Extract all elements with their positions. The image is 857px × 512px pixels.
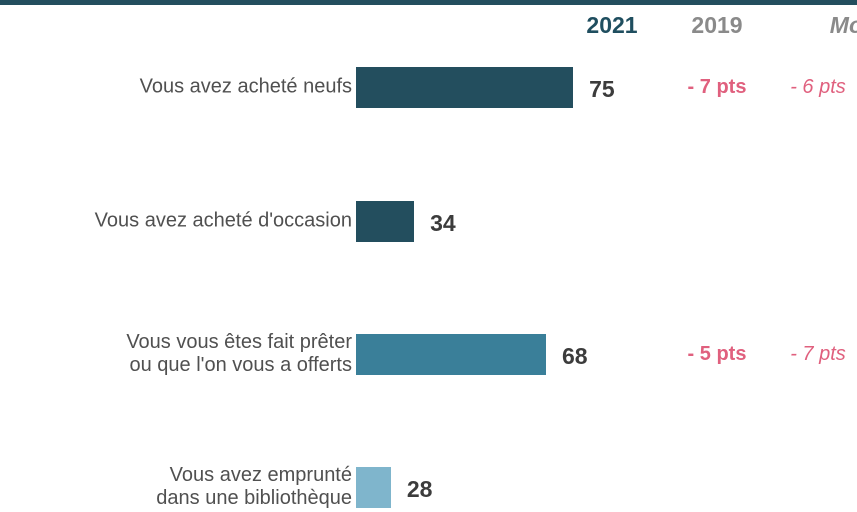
category-label: Vous avez acheté d'occasion bbox=[94, 209, 352, 232]
value-label: 68 bbox=[561, 343, 588, 369]
delta-label: - 7 pts bbox=[687, 76, 747, 98]
bar bbox=[356, 334, 546, 375]
category-label: Vous avez emprunté dans une bibliothèque bbox=[156, 464, 352, 509]
top-band bbox=[0, 0, 857, 5]
value-label: 75 bbox=[589, 76, 615, 102]
delta-label: - 7 pts bbox=[790, 343, 846, 365]
bar bbox=[356, 201, 415, 242]
bar bbox=[356, 67, 574, 108]
bar bbox=[356, 467, 391, 508]
column-header: 2019 bbox=[691, 12, 743, 38]
column-header: 2021 bbox=[586, 12, 638, 38]
value-label: 28 bbox=[406, 476, 433, 502]
category-label: Vous avez acheté neufs bbox=[139, 75, 352, 98]
delta-label: - 6 pts bbox=[790, 76, 846, 98]
value-label: 34 bbox=[430, 210, 456, 236]
delta-label: - 5 pts bbox=[687, 343, 747, 365]
category-label: Vous vous êtes fait prêter ou que l'on v… bbox=[126, 331, 352, 376]
column-header: Mo bbox=[829, 12, 857, 38]
